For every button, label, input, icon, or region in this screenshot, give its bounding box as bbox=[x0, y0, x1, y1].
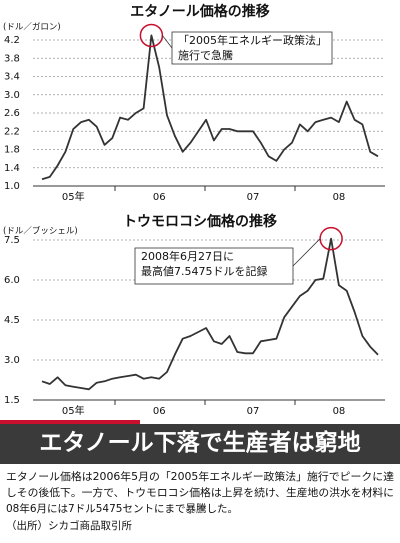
x-tick-label: 06 bbox=[153, 406, 166, 417]
body-line: しその後低下。一方で、トウモロコシ価格は上昇を続け、生産地の洪水を材料に bbox=[6, 486, 394, 499]
body-line: エタノール価格は2006年5月の「2005年エネルギー政策法」施行でピークに達 bbox=[6, 470, 395, 483]
callout-text: 最高値7.5475ドルを記録 bbox=[141, 264, 268, 278]
callout-box bbox=[171, 31, 333, 65]
chart-title: トウモロコシ価格の推移 bbox=[123, 213, 277, 230]
axis-unit: (ドル／ブッシェル) bbox=[3, 226, 78, 237]
price-line bbox=[41, 237, 379, 391]
headline-band bbox=[0, 424, 400, 464]
x-tick-label: 08 bbox=[333, 192, 346, 203]
y-tick-label: 2.6 bbox=[4, 108, 20, 119]
callout-text: 2008年6月27日に bbox=[141, 249, 234, 263]
y-tick-label: 1.4 bbox=[4, 163, 20, 174]
body-line: 08年6月には7ドル5475セントにまで暴騰した。 bbox=[6, 502, 238, 515]
y-tick-label: 3.8 bbox=[4, 53, 20, 64]
y-tick-label: 1.8 bbox=[4, 145, 20, 156]
y-tick-label: 7.5 bbox=[4, 235, 20, 246]
callout-leader bbox=[292, 238, 321, 267]
x-tick-label: 05年 bbox=[62, 190, 85, 203]
y-tick-label: 1.0 bbox=[4, 181, 20, 192]
callout-text: 施行で急騰 bbox=[178, 48, 233, 62]
y-tick-label: 3.4 bbox=[4, 72, 20, 83]
x-tick-label: 07 bbox=[247, 192, 260, 203]
y-tick-label: 3.0 bbox=[4, 355, 20, 366]
callout-box bbox=[134, 247, 294, 285]
y-tick-label: 2.2 bbox=[4, 126, 20, 137]
x-tick-label: 06 bbox=[153, 192, 166, 203]
price-line bbox=[41, 34, 379, 181]
callout-text: 「2005年エネルギー政策法」 bbox=[178, 33, 327, 47]
y-tick-label: 4.2 bbox=[4, 35, 20, 46]
headline: エタノール下落で生産者は窮地 bbox=[39, 429, 360, 456]
y-tick-label: 1.5 bbox=[4, 395, 20, 406]
x-tick-label: 05年 bbox=[62, 404, 85, 417]
callout-leader bbox=[162, 35, 173, 49]
accent-bar bbox=[0, 420, 140, 424]
x-tick-label: 08 bbox=[333, 406, 346, 417]
x-tick-label: 07 bbox=[247, 406, 260, 417]
y-tick-label: 6.0 bbox=[4, 275, 20, 286]
y-tick-label: 4.5 bbox=[4, 315, 20, 326]
axis-unit: (ドル／ガロン) bbox=[3, 22, 61, 33]
y-tick-label: 3.0 bbox=[4, 90, 20, 101]
chart-title: エタノール価格の推移 bbox=[130, 3, 270, 20]
source: （出所）シカゴ商品取引所 bbox=[6, 519, 132, 532]
